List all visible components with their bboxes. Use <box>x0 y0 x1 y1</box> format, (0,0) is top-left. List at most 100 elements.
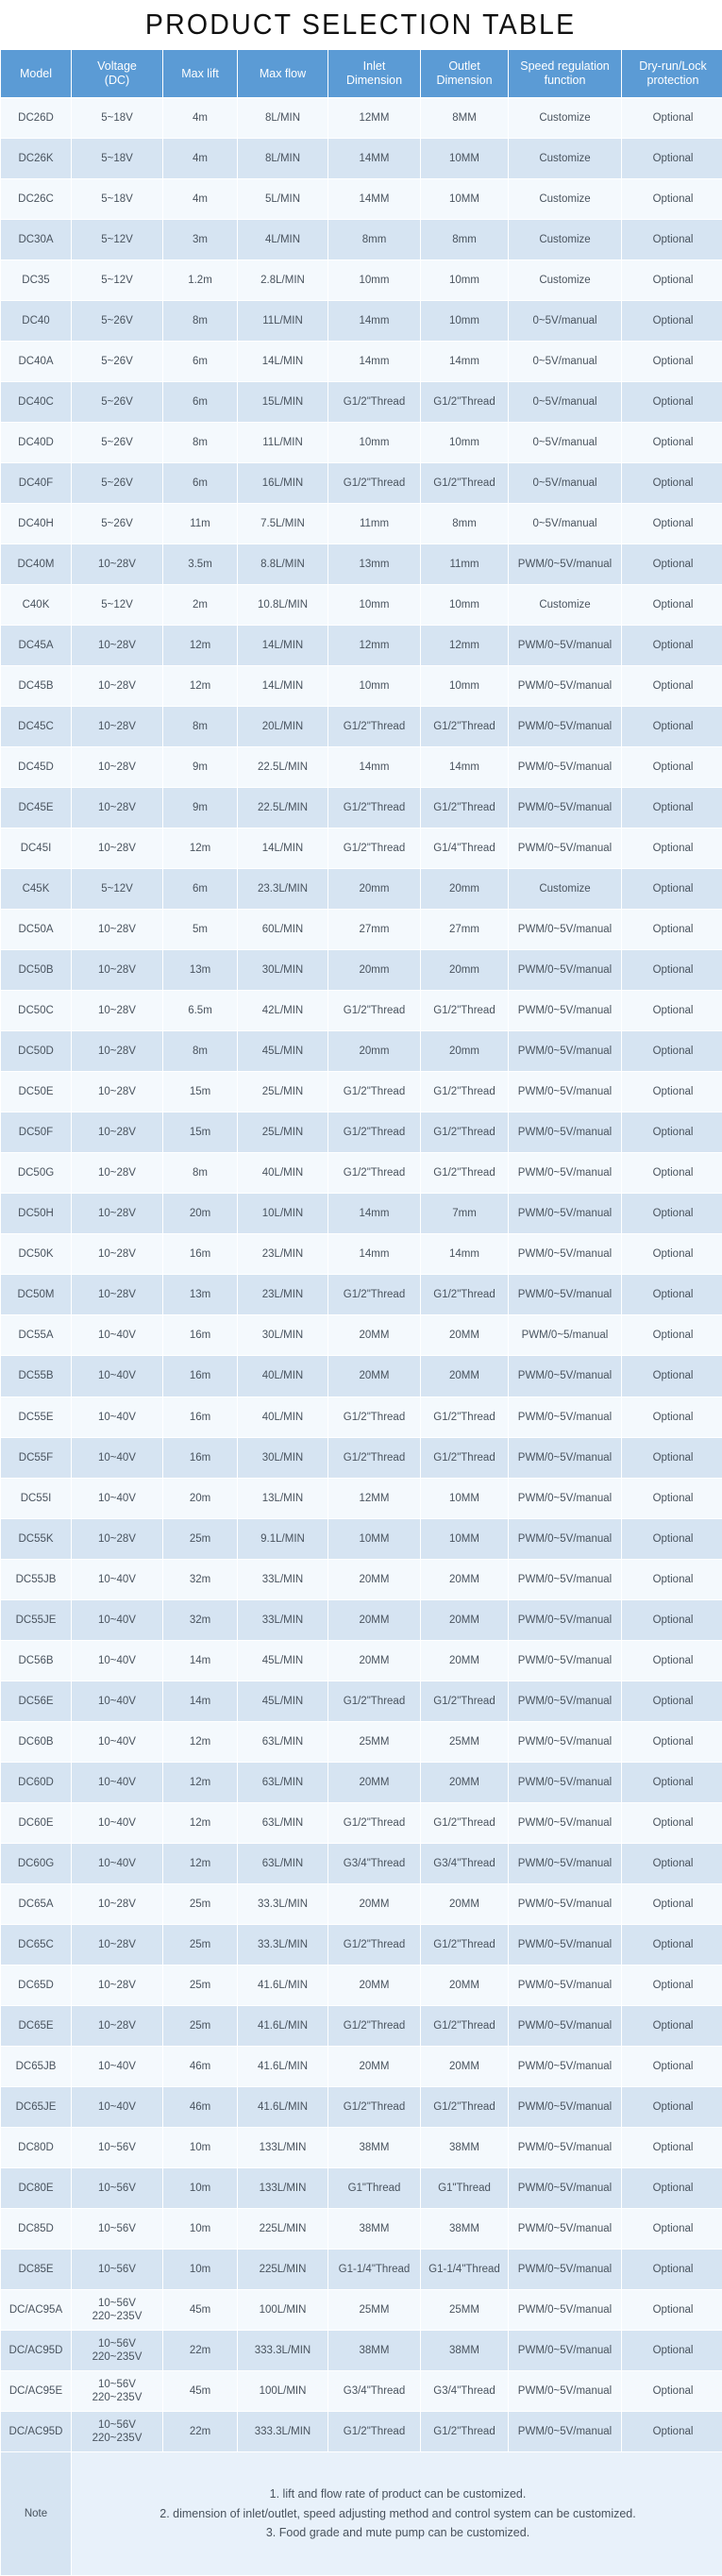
column-header-line: (DC) <box>104 74 130 87</box>
table-row: DC26C 5~18V 4m 5L/MIN 14MM 10MM Customize Optio… <box>1 179 722 220</box>
cell-line: 220~235V <box>92 2310 143 2322</box>
cell-model: DC40A <box>1 342 71 382</box>
table-row: DC45I 10~28V 12m 14L/MIN G1/2"Thread G1/4"Thr… <box>1 828 722 869</box>
table-row: DC60G 10~40V 12m 63L/MIN G3/4"Thread G3/4"Thr… <box>1 1843 722 1883</box>
cell-3: 15L/MIN <box>238 382 327 423</box>
cell-5: 20mm <box>421 1031 508 1072</box>
cell-6: Customize <box>509 179 621 220</box>
cell-3: 14L/MIN <box>238 342 327 382</box>
cell-1: 10~40V <box>72 1843 162 1883</box>
cell-model: DC55F <box>1 1437 71 1478</box>
cell-5: 20mm <box>421 950 508 991</box>
cell-model: DC60D <box>1 1762 71 1802</box>
cell-3: 63L/MIN <box>238 1721 327 1762</box>
cell-3: 100L/MIN <box>238 2289 327 2330</box>
cell-7: Optional <box>622 1924 722 1965</box>
cell-model: DC55E <box>1 1397 71 1437</box>
table-row: DC40F 5~26V 6m 16L/MIN G1/2"Thread G1/2"Threa… <box>1 463 722 504</box>
cell-2: 20m <box>163 1478 237 1518</box>
cell-2: 1.2m <box>163 260 237 301</box>
cell-2: 13m <box>163 1275 237 1315</box>
cell-6: PWM/0~5V/manual <box>509 2005 621 2046</box>
note-row: Note 1. lift and flow rate of product can… <box>1 2451 722 2575</box>
cell-1: 10~40V <box>72 1315 162 1356</box>
cell-1: 10~28V <box>72 950 162 991</box>
cell-7: Optional <box>622 1031 722 1072</box>
column-header-line: Dry-run/Lock <box>639 59 707 74</box>
cell-6: PWM/0~5V/manual <box>509 828 621 869</box>
cell-6: PWM/0~5V/manual <box>509 626 621 666</box>
cell-7: Optional <box>622 788 722 828</box>
column-header-6: Speed regulation function <box>509 50 621 97</box>
cell-1: 10~28V <box>72 544 162 585</box>
cell-2: 13m <box>163 950 237 991</box>
table-row: DC26K 5~18V 4m 8L/MIN 14MM 10MM Customize Optio… <box>1 139 722 179</box>
cell-6: 0~5V/manual <box>509 382 621 423</box>
table-row: DC50M 10~28V 13m 23L/MIN G1/2"Thread G1/2"Thr… <box>1 1275 722 1315</box>
cell-7: Optional <box>622 1437 722 1478</box>
cell-7: Optional <box>622 220 722 260</box>
column-header-5: Outlet Dimension <box>421 50 508 97</box>
cell-5: G1"Thread <box>421 2167 508 2208</box>
cell-line: 10~56V <box>98 2297 136 2309</box>
cell-3: 40L/MIN <box>238 1153 327 1194</box>
cell-6: Customize <box>509 260 621 301</box>
cell-2: 8m <box>163 1031 237 1072</box>
column-header-line: Model <box>19 66 53 80</box>
cell-3: 14L/MIN <box>238 666 327 707</box>
table-row: DC26D 5~18V 4m 8L/MIN 12MM 8MM Customize Option… <box>1 98 722 139</box>
cell-4: 20MM <box>328 2046 420 2086</box>
cell-5: G1/2"Thread <box>421 382 508 423</box>
note-list: 1. lift and flow rate of product can be … <box>73 2484 722 2543</box>
table-row: DC65JE 10~40V 46m 41.6L/MIN G1/2"Thread G1/2"… <box>1 2086 722 2127</box>
cell-model: DC40D <box>1 423 71 463</box>
cell-2: 16m <box>163 1315 237 1356</box>
cell-2: 2m <box>163 585 237 626</box>
cell-5: 20MM <box>421 1762 508 1802</box>
cell-6: 0~5V/manual <box>509 342 621 382</box>
cell-4: 20mm <box>328 869 420 910</box>
cell-3: 133L/MIN <box>238 2167 327 2208</box>
cell-4: G3/4"Thread <box>328 1843 420 1883</box>
cell-4: G1/2"Thread <box>328 1437 420 1478</box>
column-header-4: Inlet Dimension <box>328 50 420 97</box>
cell-2: 10m <box>163 2167 237 2208</box>
cell-model: DC26D <box>1 98 71 139</box>
cell-3: 100L/MIN <box>238 2370 327 2411</box>
table-row: DC65A 10~28V 25m 33.3L/MIN 20MM 20MM PWM/0~5V/… <box>1 1883 722 1924</box>
cell-model: DC60B <box>1 1721 71 1762</box>
cell-7: Optional <box>622 1681 722 1721</box>
cell-4: 10MM <box>328 1518 420 1559</box>
cell-7: Optional <box>622 1559 722 1599</box>
cell-model: DC50E <box>1 1072 71 1112</box>
cell-3: 30L/MIN <box>238 950 327 991</box>
cell-7: Optional <box>622 1965 722 2005</box>
cell-line: 10~56V <box>98 2337 136 2350</box>
cell-5: 7mm <box>421 1194 508 1234</box>
cell-5: 25MM <box>421 1721 508 1762</box>
cell-3: 45L/MIN <box>238 1640 327 1681</box>
cell-3: 333.3L/MIN <box>238 2411 327 2451</box>
cell-5: 20MM <box>421 1356 508 1397</box>
cell-model: DC40C <box>1 382 71 423</box>
table-row: DC55JE 10~40V 32m 33L/MIN 20MM 20MM PWM/0~5V/m… <box>1 1599 722 1640</box>
cell-6: PWM/0~5V/manual <box>509 1072 621 1112</box>
cell-1: 10~56V <box>72 2127 162 2167</box>
cell-2: 6m <box>163 342 237 382</box>
page-title: PRODUCT SELECTION TABLE <box>145 8 577 41</box>
cell-7: Optional <box>622 2249 722 2289</box>
cell-7: Optional <box>622 544 722 585</box>
cell-5: G3/4"Thread <box>421 1843 508 1883</box>
table-row: DC60D 10~40V 12m 63L/MIN 20MM 20MM PWM/0~5V/ma… <box>1 1762 722 1802</box>
cell-1: 10~28V <box>72 1072 162 1112</box>
cell-2: 25m <box>163 2005 237 2046</box>
cell-1: 10~28V <box>72 666 162 707</box>
cell-model: DC45C <box>1 707 71 747</box>
cell-6: 0~5V/manual <box>509 504 621 544</box>
cell-4: 12MM <box>328 1478 420 1518</box>
cell-4: 12mm <box>328 626 420 666</box>
cell-model: DC65A <box>1 1883 71 1924</box>
cell-2: 20m <box>163 1194 237 1234</box>
cell-3: 25L/MIN <box>238 1072 327 1112</box>
table-row: DC40D 5~26V 8m 11L/MIN 10mm 10mm 0~5V/manual Op… <box>1 423 722 463</box>
